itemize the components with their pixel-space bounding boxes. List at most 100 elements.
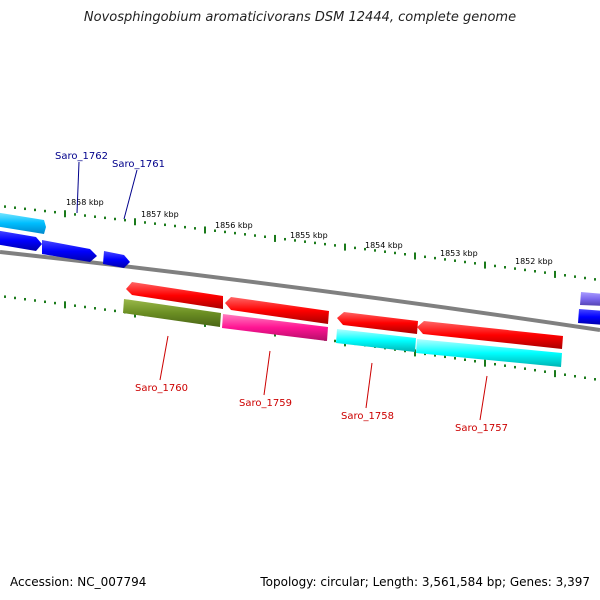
gene-saro-1760[interactable] (123, 299, 221, 327)
tick-label: 1856 kbp (215, 221, 253, 230)
gene-forward-right[interactable] (578, 309, 600, 325)
minor-tick (444, 355, 446, 359)
minor-tick (114, 217, 116, 221)
minor-tick (14, 206, 16, 209)
function-genes (123, 299, 562, 367)
minor-tick (364, 247, 366, 251)
gene-saro-1758[interactable] (336, 329, 416, 352)
minor-tick (454, 357, 456, 360)
minor-tick (574, 275, 576, 278)
gene-saro-1758-red[interactable] (337, 312, 418, 334)
minor-tick (54, 301, 56, 305)
tick-label: 1857 kbp (141, 210, 179, 219)
minor-tick (384, 250, 386, 253)
tick-label: 1858 kbp (66, 198, 104, 207)
minor-tick (84, 214, 86, 217)
minor-tick (184, 225, 186, 229)
minor-tick (494, 362, 496, 366)
minor-tick (174, 224, 176, 228)
forward-genes (0, 212, 600, 325)
minor-tick (394, 251, 396, 255)
minor-tick (434, 354, 436, 357)
major-tick (344, 243, 346, 251)
reverse-genes (126, 282, 563, 349)
minor-tick (74, 304, 76, 307)
minor-tick (154, 222, 156, 225)
gene-label-saro-1758: Saro_1758 (341, 411, 394, 422)
leader-saro-1761 (123, 169, 138, 220)
minor-tick (14, 296, 16, 300)
minor-tick (4, 295, 6, 298)
upper-tick-track (4, 205, 596, 281)
major-tick (64, 301, 66, 309)
leader-saro-1758 (365, 362, 373, 409)
gene-forward-purple[interactable] (580, 292, 600, 306)
gene-saro-1759-red[interactable] (225, 297, 329, 324)
minor-tick (124, 218, 126, 222)
major-tick (414, 252, 416, 260)
minor-tick (444, 258, 446, 261)
major-tick (414, 349, 416, 357)
minor-tick (424, 352, 426, 356)
minor-tick (574, 374, 576, 378)
minor-tick (94, 215, 96, 218)
tick-label: 1853 kbp (440, 249, 478, 258)
minor-tick (74, 213, 76, 216)
gene-label-saro-1760: Saro_1760 (135, 383, 188, 394)
major-tick (274, 234, 276, 242)
minor-tick (494, 264, 496, 268)
minor-tick (324, 242, 326, 246)
gene-saro-1762[interactable] (42, 240, 97, 262)
gene-saro-1759[interactable] (222, 314, 328, 341)
tick-labels: 1858 kbp 1857 kbp 1856 kbp 1855 kbp 1854… (66, 198, 553, 266)
minor-tick (44, 300, 46, 304)
minor-tick (194, 227, 196, 230)
minor-tick (214, 229, 216, 232)
major-tick (134, 218, 136, 226)
minor-tick (24, 207, 26, 211)
tick-label: 1855 kbp (290, 231, 328, 240)
leader-saro-1760 (159, 335, 169, 381)
minor-tick (34, 208, 36, 212)
minor-tick (564, 274, 566, 277)
minor-tick (464, 358, 466, 362)
major-tick (554, 270, 556, 278)
minor-tick (584, 276, 586, 280)
minor-tick (584, 376, 586, 380)
minor-tick (84, 305, 86, 309)
major-tick (554, 370, 556, 378)
gene-saro-1761[interactable] (103, 251, 130, 268)
minor-tick (314, 241, 316, 245)
gene-saro-1757[interactable] (416, 339, 562, 367)
gene-saro-1760-red[interactable] (126, 282, 223, 309)
minor-tick (294, 239, 296, 242)
minor-tick (54, 210, 56, 214)
minor-tick (224, 230, 226, 234)
gene-saro-1757-red[interactable] (417, 321, 563, 349)
minor-tick (594, 278, 596, 281)
minor-tick (354, 246, 356, 250)
minor-tick (24, 297, 26, 301)
genome-backbone (0, 250, 600, 332)
minor-tick (44, 209, 46, 213)
accession-text: Accession: NC_007794 (10, 575, 147, 589)
minor-tick (434, 256, 436, 260)
minor-tick (104, 216, 106, 220)
gene-label-saro-1757: Saro_1757 (455, 423, 508, 434)
minor-tick (94, 307, 96, 310)
minor-tick (504, 364, 506, 367)
minor-tick (524, 268, 526, 272)
minor-tick (524, 367, 526, 370)
minor-tick (244, 233, 246, 236)
minor-tick (254, 234, 256, 237)
gene-forward[interactable] (0, 230, 42, 251)
minor-tick (464, 260, 466, 264)
minor-tick (284, 237, 286, 241)
leader-saro-1759 (263, 350, 271, 396)
minor-tick (404, 252, 406, 256)
major-tick (484, 359, 486, 367)
minor-tick (424, 255, 426, 259)
minor-tick (544, 271, 546, 274)
gene-forward-light[interactable] (0, 212, 46, 234)
minor-tick (4, 205, 6, 208)
